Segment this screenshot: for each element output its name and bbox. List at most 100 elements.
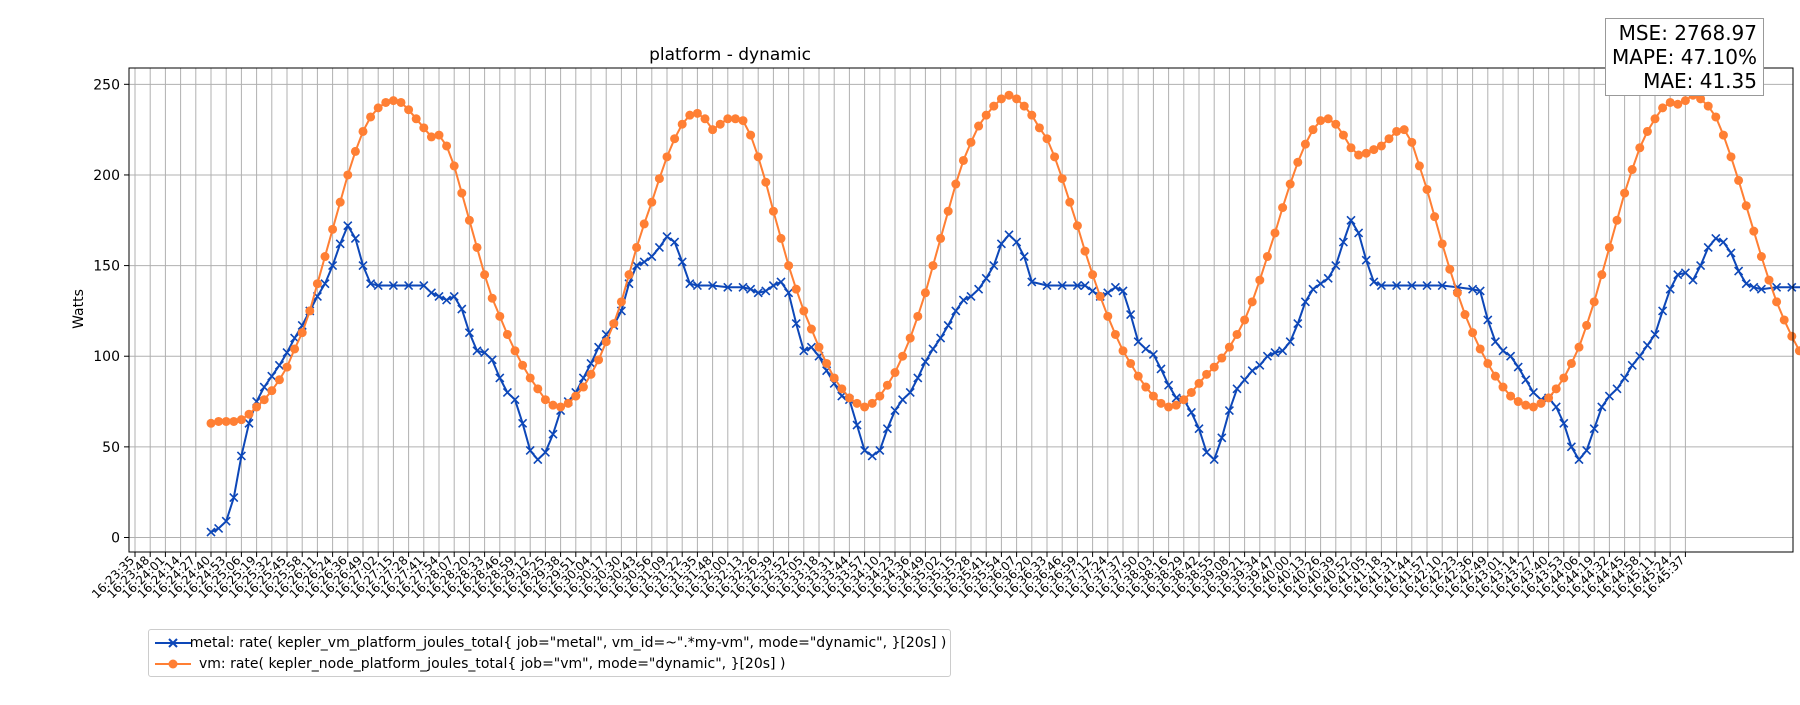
data-point-vm <box>891 368 900 377</box>
data-point-vm <box>678 120 687 129</box>
data-point-vm <box>1772 297 1781 306</box>
data-point-vm <box>1119 346 1128 355</box>
data-point-metal <box>427 289 435 297</box>
data-point-metal <box>1735 267 1743 275</box>
data-point-vm <box>526 373 535 382</box>
data-point-vm <box>1073 221 1082 230</box>
data-point-vm <box>936 234 945 243</box>
data-point-vm <box>283 363 292 372</box>
data-point-vm <box>412 114 421 123</box>
y-tick-label: 200 <box>93 168 120 184</box>
data-point-vm <box>1483 359 1492 368</box>
data-point-vm <box>1445 265 1454 274</box>
y-tick-label: 50 <box>102 440 120 456</box>
data-point-metal <box>1005 231 1013 239</box>
data-point-vm <box>359 127 368 136</box>
data-point-vm <box>1453 288 1462 297</box>
data-point-vm <box>1103 312 1112 321</box>
data-point-vm <box>974 122 983 131</box>
grid-layer <box>129 68 1793 552</box>
data-point-vm <box>761 178 770 187</box>
data-point-vm <box>951 180 960 189</box>
data-point-vm <box>1255 276 1264 285</box>
data-point-vm <box>640 219 649 228</box>
data-point-metal <box>1142 345 1150 353</box>
data-point-vm <box>252 402 261 411</box>
data-point-metal <box>868 452 876 460</box>
data-point-vm <box>533 384 542 393</box>
data-point-vm <box>921 288 930 297</box>
data-point-vm <box>1582 321 1591 330</box>
data-point-vm <box>1590 297 1599 306</box>
data-point-metal <box>914 374 922 382</box>
data-point-vm <box>1506 392 1515 401</box>
data-point-metal <box>1187 408 1195 416</box>
data-point-vm <box>701 114 710 123</box>
data-point-vm <box>959 156 968 165</box>
data-point-metal <box>975 285 983 293</box>
data-point-vm <box>1605 243 1614 252</box>
data-point-vm <box>845 393 854 402</box>
data-point-metal <box>1704 243 1712 251</box>
data-point-vm <box>1628 165 1637 174</box>
data-point-vm <box>913 312 922 321</box>
series-layer <box>207 91 1800 536</box>
data-point-vm <box>1339 131 1348 140</box>
axis-layer: 05010015020025016:23:3516:23:4816:24:011… <box>89 77 1687 601</box>
metrics-box: MSE: 2768.97 MAPE: 47.10% MAE: 41.35 <box>1605 18 1764 96</box>
data-point-vm <box>731 114 740 123</box>
data-point-vm <box>511 346 520 355</box>
data-point-vm <box>1734 176 1743 185</box>
data-point-vm <box>587 370 596 379</box>
data-point-vm <box>321 252 330 261</box>
data-point-metal <box>1643 341 1651 349</box>
legend-item-metal: metal: rate( kepler_vm_platform_joules_t… <box>155 632 944 653</box>
data-point-metal <box>488 356 496 364</box>
data-point-metal <box>671 238 679 246</box>
data-point-vm <box>442 141 451 150</box>
data-point-vm <box>381 98 390 107</box>
data-point-metal <box>443 296 451 304</box>
data-point-vm <box>1651 114 1660 123</box>
data-point-vm <box>792 285 801 294</box>
data-point-vm <box>784 261 793 270</box>
data-point-vm <box>1187 388 1196 397</box>
data-point-vm <box>1050 152 1059 161</box>
data-point-vm <box>571 392 580 401</box>
data-point-vm <box>898 352 907 361</box>
series-vm <box>207 91 1800 428</box>
data-point-vm <box>404 105 413 114</box>
data-point-vm <box>1065 198 1074 207</box>
data-point-vm <box>245 410 254 419</box>
data-point-vm <box>1202 370 1211 379</box>
legend-label-vm: vm: rate( kepler_node_platform_joules_to… <box>199 656 785 672</box>
mape-value: MAPE: 47.10% <box>1612 45 1757 69</box>
data-point-vm <box>1081 247 1090 256</box>
data-point-vm <box>1727 152 1736 161</box>
data-point-vm <box>655 174 664 183</box>
data-point-metal <box>1719 238 1727 246</box>
data-point-vm <box>1795 346 1800 355</box>
data-point-vm <box>1217 354 1226 363</box>
data-point-vm <box>1088 270 1097 279</box>
data-point-vm <box>1278 203 1287 212</box>
data-point-vm <box>1643 127 1652 136</box>
data-point-vm <box>663 152 672 161</box>
data-point-vm <box>1613 216 1622 225</box>
data-point-vm <box>1552 384 1561 393</box>
data-point-vm <box>1400 125 1409 134</box>
data-point-vm <box>1240 315 1249 324</box>
data-point-vm <box>579 383 588 392</box>
data-point-vm <box>1111 330 1120 339</box>
data-point-vm <box>982 111 991 120</box>
data-point-metal <box>1111 283 1119 291</box>
legend-swatch-vm <box>155 657 191 671</box>
data-point-vm <box>868 399 877 408</box>
data-point-vm <box>815 343 824 352</box>
data-point-vm <box>1149 392 1158 401</box>
data-point-vm <box>1248 297 1257 306</box>
data-point-vm <box>473 243 482 252</box>
data-point-vm <box>1711 112 1720 121</box>
data-point-vm <box>1704 102 1713 111</box>
data-point-vm <box>1271 228 1280 237</box>
